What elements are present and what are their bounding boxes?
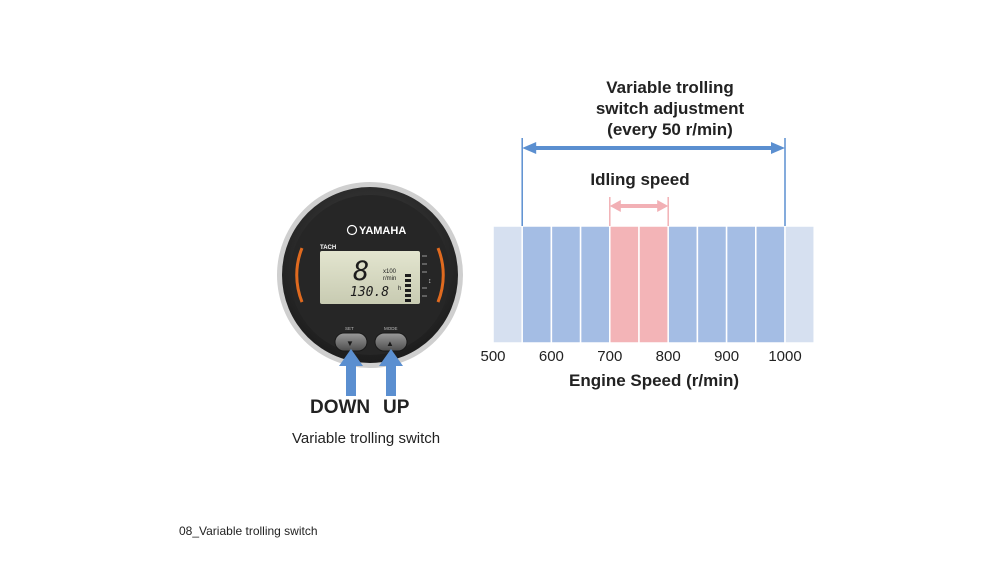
tachometer-gauge: YAMAHA TACH 8 x100 r/min 130.8 h ↕ SET M…: [277, 182, 463, 368]
lcd-hours-value: 130.8: [350, 285, 389, 300]
tick-label: 600: [539, 348, 564, 365]
engine-speed-bands: [492, 225, 815, 344]
adjustment-title-line-2: switch adjustment: [595, 99, 745, 118]
gauge-left-arc: [295, 247, 304, 303]
down-caption: DOWN: [310, 397, 371, 418]
tick-labels: 500 600 700 800 900 1000: [480, 348, 801, 365]
tick-label: 900: [714, 348, 739, 365]
tick-label: 700: [597, 348, 622, 365]
adjust-arrow-head-right: [771, 142, 785, 154]
lcd-screen: [320, 251, 420, 304]
set-button-label: SET: [345, 326, 354, 331]
idle-arrow-head-left: [609, 200, 621, 212]
speed-band: [784, 225, 815, 344]
gauge-right-arc: [436, 247, 445, 303]
speed-band: [609, 225, 640, 344]
adjustment-title: Variable trolling switch adjustment (eve…: [520, 77, 820, 140]
speed-band: [492, 225, 523, 344]
adjustment-title-line-1: Variable trolling: [606, 78, 734, 97]
idling-range-arrow: [609, 197, 669, 226]
speed-band: [696, 225, 728, 344]
speed-band: [667, 225, 699, 344]
up-arrow-icon: ▲: [386, 339, 394, 348]
adjust-arrow-head-left: [522, 142, 537, 154]
footer-caption: 08_Variable trolling switch: [179, 524, 318, 538]
trim-icon: ↕: [428, 278, 432, 285]
mode-button-label: MODE: [384, 326, 398, 331]
speed-band: [755, 225, 786, 344]
yamaha-logo-icon: [346, 224, 358, 236]
lcd-unit-rmin: r/min: [383, 276, 396, 282]
speed-band: [521, 225, 553, 344]
gauge-tick-marks: [422, 255, 427, 297]
up-button[interactable]: ▲: [374, 332, 408, 352]
lcd-segment-bar: [405, 274, 411, 302]
speed-band: [638, 225, 669, 344]
up-pointer-arrow: [379, 349, 403, 396]
gauge-tach-label: TACH: [320, 245, 336, 251]
tick-label: 500: [480, 348, 505, 365]
idling-speed-label: Idling speed: [590, 170, 690, 189]
engine-speed-axis-label: Engine Speed (r/min): [568, 371, 740, 390]
gauge-brand: YAMAHA: [359, 225, 406, 237]
lcd-rpm-digit: 8: [353, 256, 369, 287]
speed-band: [550, 225, 582, 344]
tick-label: 1000: [768, 348, 801, 365]
up-caption: UP: [383, 397, 410, 418]
switch-caption: Variable trolling switch: [292, 430, 441, 447]
lcd-hours-unit: h: [398, 286, 401, 292]
lcd-unit-x100: x100: [383, 269, 397, 275]
adjustment-range-arrow: [521, 138, 786, 226]
speed-band: [725, 225, 757, 344]
down-pointer-arrow: [339, 349, 363, 396]
adjustment-title-line-3: (every 50 r/min): [607, 120, 733, 139]
down-button[interactable]: ▼: [334, 332, 368, 352]
idle-arrow-head-right: [657, 200, 669, 212]
down-arrow-icon: ▼: [346, 339, 354, 348]
tick-label: 800: [656, 348, 681, 365]
speed-band: [579, 225, 611, 344]
